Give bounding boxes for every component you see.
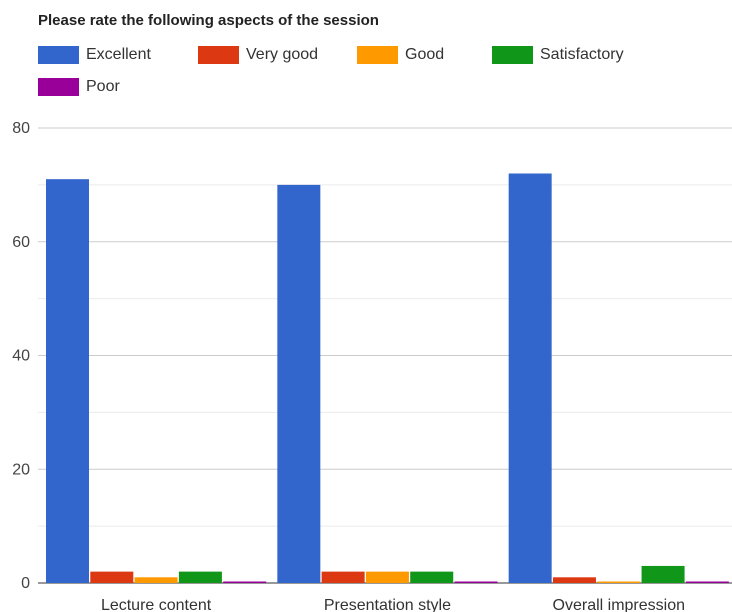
bar[interactable]: [46, 179, 89, 583]
bar[interactable]: [685, 581, 729, 584]
bar[interactable]: [277, 184, 321, 583]
y-tick-label: 80: [12, 120, 30, 137]
x-tick-label: Lecture content: [101, 597, 212, 612]
bar[interactable]: [90, 571, 134, 583]
legend-item-good[interactable]: Good: [357, 44, 444, 66]
bar[interactable]: [321, 571, 365, 583]
bar[interactable]: [597, 581, 641, 584]
bar[interactable]: [552, 577, 596, 583]
legend-label-very-good: Very good: [246, 46, 319, 63]
y-tick-label: 0: [21, 575, 30, 592]
x-tick-label: Overall impression: [553, 597, 685, 612]
legend-swatch-satisfactory: [492, 46, 533, 64]
legend-item-poor[interactable]: Poor: [38, 76, 120, 98]
x-tick-label: Presentation style: [324, 597, 451, 612]
y-tick-label: 20: [12, 461, 30, 478]
bar[interactable]: [178, 571, 222, 583]
bar[interactable]: [365, 571, 409, 583]
y-tick-label: 40: [12, 348, 30, 365]
y-tick-label: 60: [12, 234, 30, 251]
chart-legend: Excellent Very good Good Satisfactory Po…: [38, 44, 728, 104]
legend-item-very-good[interactable]: Very good: [198, 44, 318, 66]
legend-swatch-poor: [38, 78, 79, 96]
gridlines: [38, 127, 732, 584]
bar[interactable]: [454, 581, 498, 584]
legend-label-excellent: Excellent: [86, 46, 151, 63]
bars: [46, 173, 729, 584]
legend-label-good: Good: [405, 46, 445, 63]
bar[interactable]: [410, 571, 454, 583]
bar[interactable]: [223, 581, 267, 584]
legend-item-satisfactory[interactable]: Satisfactory: [492, 44, 624, 66]
x-axis-ticks: Lecture content Presentation style Overall…: [101, 597, 685, 612]
legend-swatch-good: [357, 46, 398, 64]
chart-title: Please rate the following aspects of the…: [38, 12, 379, 29]
legend-label-satisfactory: Satisfactory: [540, 46, 624, 63]
legend-label-poor: Poor: [86, 78, 120, 95]
legend-swatch-excellent: [38, 46, 79, 64]
legend-item-excellent[interactable]: Excellent: [38, 44, 151, 66]
bar[interactable]: [134, 577, 178, 583]
bar[interactable]: [508, 173, 552, 584]
legend-swatch-very-good: [198, 46, 239, 64]
bar[interactable]: [641, 565, 685, 583]
y-axis-ticks: 0 20 40 60 80: [12, 120, 30, 592]
